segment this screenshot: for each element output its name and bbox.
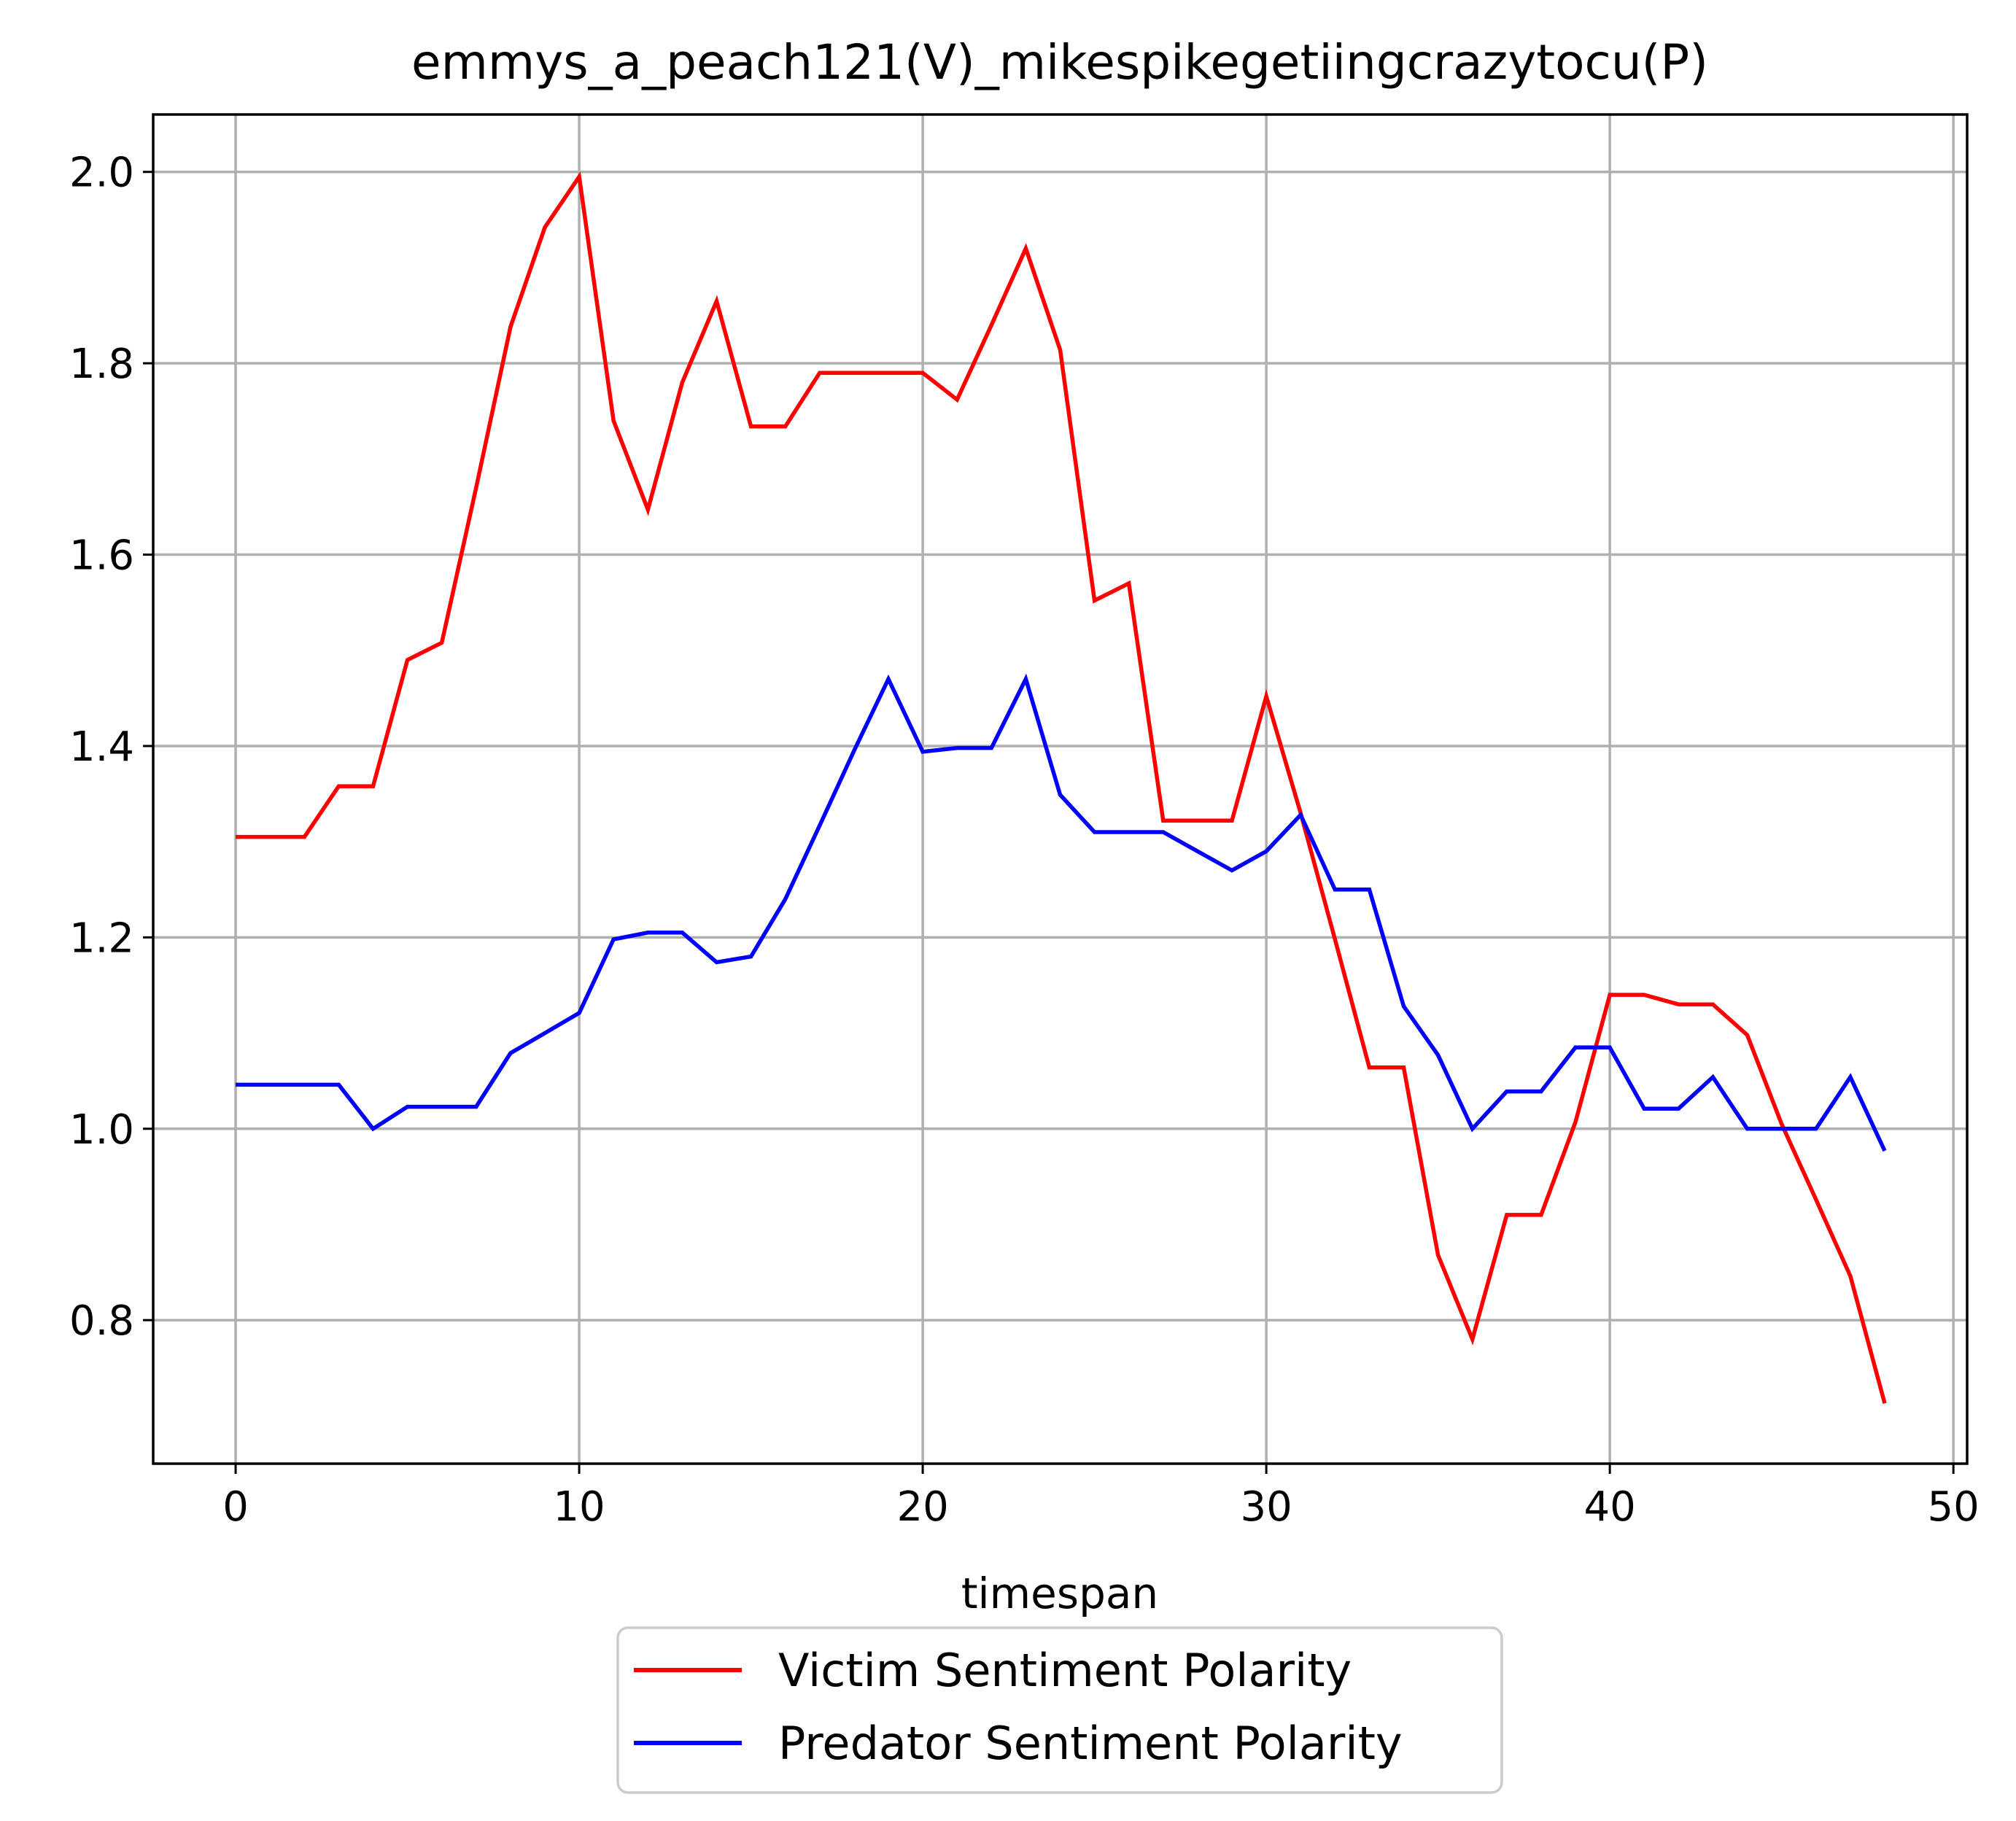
- chart-title: emmys_a_peach121(V)_mikespikegetiingcraz…: [411, 34, 1708, 90]
- grid-lines: [153, 114, 1967, 1464]
- axis-ticks: 0 10 20 30 40 50 0.8 1.0 1.2 1.4 1.6 1.8 2.0: [69, 150, 1980, 1531]
- legend-label-predator: Predator Sentiment Polarity: [778, 1717, 1403, 1770]
- x-tick-label: 50: [1928, 1483, 1980, 1531]
- x-tick-label: 30: [1240, 1483, 1292, 1531]
- plot-frame: [152, 113, 1969, 1465]
- legend-label-victim: Victim Sentiment Polarity: [778, 1644, 1352, 1697]
- y-tick-label: 1.8: [69, 341, 134, 388]
- series-line-predator: [236, 673, 1887, 1152]
- y-tick-label: 1.6: [69, 532, 134, 580]
- y-tick-label: 1.2: [69, 915, 134, 962]
- y-tick-label: 0.8: [69, 1297, 134, 1345]
- series-layer: [236, 171, 1887, 1405]
- x-axis-label: timespan: [961, 1569, 1158, 1618]
- y-tick-label: 2.0: [69, 150, 134, 197]
- series-line-victim: [236, 171, 1887, 1405]
- legend: Victim Sentiment Polarity Predator Senti…: [616, 1626, 1503, 1794]
- x-tick-label: 20: [896, 1483, 948, 1531]
- x-tick-label: 10: [553, 1483, 605, 1531]
- x-tick-label: 40: [1584, 1483, 1636, 1531]
- x-tick-label: 0: [222, 1483, 249, 1531]
- y-tick-label: 1.4: [69, 723, 134, 771]
- y-tick-label: 1.0: [69, 1106, 134, 1154]
- legend-box: [616, 1626, 1503, 1794]
